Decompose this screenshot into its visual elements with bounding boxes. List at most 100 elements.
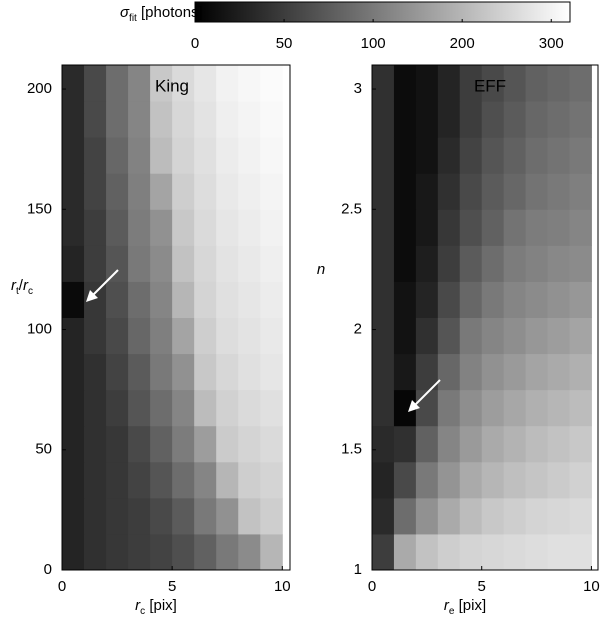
- axis-label: rt/rc: [11, 277, 33, 297]
- cell: [216, 461, 239, 499]
- label-part: t: [16, 286, 19, 297]
- y-tick-label: 0: [44, 561, 52, 578]
- cell: [569, 65, 592, 102]
- cell: [172, 137, 195, 174]
- cell: [172, 317, 195, 355]
- cell: [84, 65, 107, 102]
- cell: [437, 317, 461, 355]
- cell: [194, 137, 217, 174]
- cell: [503, 389, 527, 427]
- cell: [84, 425, 107, 463]
- cell: [415, 65, 439, 102]
- panel-title: EFF: [474, 76, 506, 95]
- cell: [372, 137, 395, 174]
- cell: [437, 209, 461, 246]
- label-part: c: [28, 286, 33, 297]
- cell: [415, 461, 439, 499]
- cell: [481, 425, 505, 463]
- cell: [238, 209, 261, 246]
- cell: [569, 317, 592, 355]
- cell: [481, 137, 505, 174]
- cell: [459, 101, 483, 138]
- cell: [503, 245, 527, 282]
- cell: [84, 281, 107, 318]
- cell: [150, 101, 173, 138]
- cell: [216, 209, 239, 246]
- cell: [194, 425, 217, 463]
- label-part: r: [11, 277, 17, 294]
- cell: [150, 173, 173, 210]
- cell: [84, 353, 107, 391]
- cell: [62, 209, 85, 246]
- cell: [503, 497, 527, 535]
- cell: [372, 353, 395, 391]
- cell: [128, 245, 151, 282]
- cell: [216, 65, 239, 102]
- cell: [547, 137, 570, 174]
- cell: [216, 353, 239, 391]
- cell: [62, 533, 85, 571]
- cell: [84, 317, 107, 355]
- x-tick-label: 10: [583, 578, 600, 595]
- cell: [547, 173, 570, 210]
- cell: [260, 245, 283, 282]
- cell: [238, 281, 261, 318]
- x-tick-label: 0: [368, 578, 376, 595]
- cell: [525, 173, 549, 210]
- cell: [525, 209, 549, 246]
- cell: [62, 353, 85, 391]
- y-tick-label: 100: [27, 320, 52, 337]
- cell: [260, 281, 283, 318]
- cell: [503, 461, 527, 499]
- cell: [525, 65, 549, 102]
- cell: [260, 389, 283, 427]
- cell: [106, 101, 129, 138]
- cell: [393, 101, 417, 138]
- cell: [172, 389, 195, 427]
- cell: [260, 209, 283, 246]
- cell: [106, 353, 129, 391]
- cell: [503, 137, 527, 174]
- cell: [106, 425, 129, 463]
- label-part: c: [140, 606, 145, 617]
- cell: [569, 101, 592, 138]
- cell: [62, 425, 85, 463]
- cell: [437, 533, 461, 571]
- cell: [525, 317, 549, 355]
- cell: [194, 281, 217, 318]
- cell: [415, 209, 439, 246]
- cell: [547, 533, 570, 571]
- label-part: r: [444, 597, 450, 614]
- cell: [503, 209, 527, 246]
- cell: [372, 425, 395, 463]
- cell: [216, 281, 239, 318]
- cell: [194, 101, 217, 138]
- cell: [150, 533, 173, 571]
- cell: [525, 101, 549, 138]
- cell: [372, 281, 395, 318]
- cell: [216, 173, 239, 210]
- cell: [238, 497, 261, 535]
- axis-label: n: [317, 261, 325, 278]
- colorbar-tick-label: 300: [539, 35, 564, 52]
- cell: [128, 533, 151, 571]
- plot-frame: [371, 64, 599, 571]
- annotations: [86, 269, 441, 412]
- colorbar-tick-label: 200: [450, 35, 475, 52]
- cell: [569, 533, 592, 571]
- cell: [62, 281, 85, 318]
- cell: [415, 425, 439, 463]
- y-tick-label: 2: [354, 320, 362, 337]
- cell: [569, 137, 592, 174]
- cell: [525, 425, 549, 463]
- cell: [216, 497, 239, 535]
- cell: [525, 533, 549, 571]
- cell: [106, 245, 129, 282]
- cell: [238, 353, 261, 391]
- cell: [172, 173, 195, 210]
- cell: [372, 317, 395, 355]
- cell: [459, 281, 483, 318]
- cell: [238, 389, 261, 427]
- cell: [481, 101, 505, 138]
- colorbar-tick-label: 100: [361, 35, 386, 52]
